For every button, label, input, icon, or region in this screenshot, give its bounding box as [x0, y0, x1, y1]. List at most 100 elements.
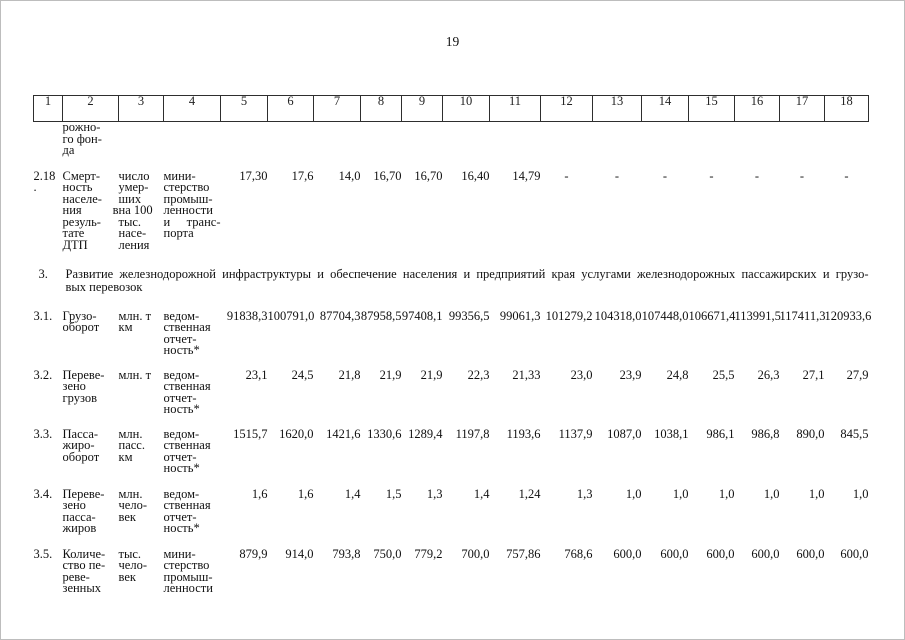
value-cell: 1,0	[625, 486, 642, 501]
value-cell: 113991,5	[734, 308, 781, 323]
header-cell-9: 9	[401, 95, 443, 122]
value-cell: 21,9	[379, 367, 402, 382]
header-cell-13: 13	[592, 95, 642, 122]
value-cell: 1,0	[718, 486, 735, 501]
value-cell: 101279,2	[545, 308, 593, 323]
value-cell: 1,6	[251, 486, 268, 501]
value-cell: 16,70	[414, 168, 443, 183]
row-id-cell: 3.5.	[33, 546, 53, 561]
row-3-5: 3.5. Количе-ство пе-реве-зенных тыс. чело…	[33, 546, 869, 640]
row-id-cell: 2.18.	[33, 168, 56, 195]
section-number: 3.	[38, 266, 48, 281]
indicator-name-cell: Переве-зено грузов	[62, 367, 105, 405]
section-heading: 3. Развитие железнодорожной инфраструкту…	[34, 266, 869, 294]
value-cell: -	[614, 168, 620, 183]
value-cell: 1,0	[763, 486, 780, 501]
value-cell: 1421,6	[326, 426, 361, 441]
header-cell-3: 3	[118, 95, 164, 122]
section-heading-row: 3. Развитие железнодорожной инфраструкту…	[34, 266, 869, 311]
value-cell: 768,6	[564, 546, 593, 561]
data-source-cell: ведом-ственная отчет-ность*	[163, 367, 211, 417]
value-cell: 16,70	[373, 168, 402, 183]
value-cell: 106671,4	[688, 308, 736, 323]
value-cell: 1137,9	[558, 426, 593, 441]
value-cell: 17,6	[291, 168, 314, 183]
indicator-name-cell: Количе-ство пе-реве-зенных	[62, 546, 106, 596]
value-cell: 750,0	[373, 546, 402, 561]
value-cell: 700,0	[461, 546, 490, 561]
value-cell: 1,3	[426, 486, 443, 501]
value-cell: -	[709, 168, 714, 183]
indicator-name-cell: Грузо-оборот	[62, 308, 100, 335]
value-cell: 600,0	[613, 546, 642, 561]
value-cell: 600,0	[706, 546, 735, 561]
row-id-cell: 3.4.	[33, 486, 53, 501]
continuation-row: рожно-го фон-да	[34, 120, 869, 171]
value-cell: 27,1	[802, 367, 825, 382]
value-cell: 24,5	[291, 367, 314, 382]
value-cell: 16,40	[461, 168, 490, 183]
header-cell-7: 7	[313, 95, 361, 122]
value-cell: 104318,0	[594, 308, 642, 323]
value-cell: 1,6	[297, 486, 314, 501]
value-cell: 21,9	[420, 367, 443, 382]
unit-cell: млн. т км	[118, 308, 152, 335]
header-cell-6: 6	[267, 95, 314, 122]
value-cell: 21,8	[338, 367, 361, 382]
value-cell: 99356,5	[448, 308, 490, 323]
header-cell-5: 5	[220, 95, 268, 122]
value-cell: 1,3	[576, 486, 593, 501]
value-cell: -	[799, 168, 805, 183]
header-cell-16: 16	[734, 95, 780, 122]
value-cell: 22,3	[467, 367, 490, 382]
value-cell: 17,30	[239, 168, 268, 183]
value-cell: 99061,3	[499, 308, 541, 323]
row-3-2: 3.2. Переве-зено грузов млн. т ведом-стве…	[34, 367, 869, 429]
value-cell: 1087,0	[607, 426, 642, 441]
value-cell: 1,4	[344, 486, 361, 501]
value-cell: 107448,0	[641, 308, 689, 323]
value-cell: 1038,1	[654, 426, 689, 441]
value-cell: 1330,6	[367, 426, 402, 441]
value-cell: 100791,0	[267, 308, 315, 323]
header-cell-12: 12	[540, 95, 593, 122]
value-cell: 14,79	[512, 168, 541, 183]
row-id-cell	[34, 122, 63, 171]
value-cell: 14,0	[338, 168, 361, 183]
value-cell: 1,5	[385, 486, 402, 501]
unit-cell: млн. т	[118, 367, 152, 382]
value-cell: 1,24	[518, 486, 541, 501]
row-id-cell: 3.1.	[33, 308, 53, 323]
row-2-18: 2.18. Смерт-ность населе-ния в резуль-тате…	[33, 168, 869, 266]
value-cell: -	[754, 168, 760, 183]
header-cell-8: 8	[360, 95, 402, 122]
value-cell: 26,3	[757, 367, 780, 382]
value-cell: 91838,3	[226, 308, 268, 323]
value-cell: 1,0	[808, 486, 825, 501]
data-source-cell: мини-стерство промыш-ленности	[163, 546, 213, 596]
value-cell: 87958,5	[360, 308, 402, 323]
header-cell-11: 11	[489, 95, 541, 122]
value-cell: 600,0	[840, 546, 869, 561]
header-cell-18: 18	[824, 95, 869, 122]
value-cell: 1,0	[672, 486, 689, 501]
value-cell: 914,0	[285, 546, 314, 561]
value-cell: 779,2	[414, 546, 443, 561]
header-cell-17: 17	[779, 95, 825, 122]
section-text: Развитие железнодорожной инфраструктуры …	[65, 266, 869, 294]
indicator-name-cell: Смерт-ность населе-ния в резуль-тате ДТП	[62, 168, 119, 253]
table-header-row: 1 2 3 4 5 6 7 8 9 10 11 12 13 14 15 16 1…	[33, 95, 869, 122]
header-cell-1: 1	[33, 95, 63, 122]
value-cell: 23,0	[570, 367, 593, 382]
header-cell-2: 2	[62, 95, 119, 122]
indicator-name-cell: рожно-го фон-да	[62, 120, 102, 158]
unit-cell: млн. чело-век	[118, 486, 148, 524]
value-cell: 1515,7	[233, 426, 268, 441]
unit-cell: млн. пасс. км	[118, 426, 145, 464]
value-cell: -	[662, 168, 668, 183]
row-id-cell: 3.3.	[33, 426, 53, 441]
value-cell: 1,4	[473, 486, 490, 501]
value-cell: 23,1	[245, 367, 268, 382]
row-3-3: 3.3. Пасса-жиро-оборот млн. пасс. км ведом…	[33, 426, 869, 489]
